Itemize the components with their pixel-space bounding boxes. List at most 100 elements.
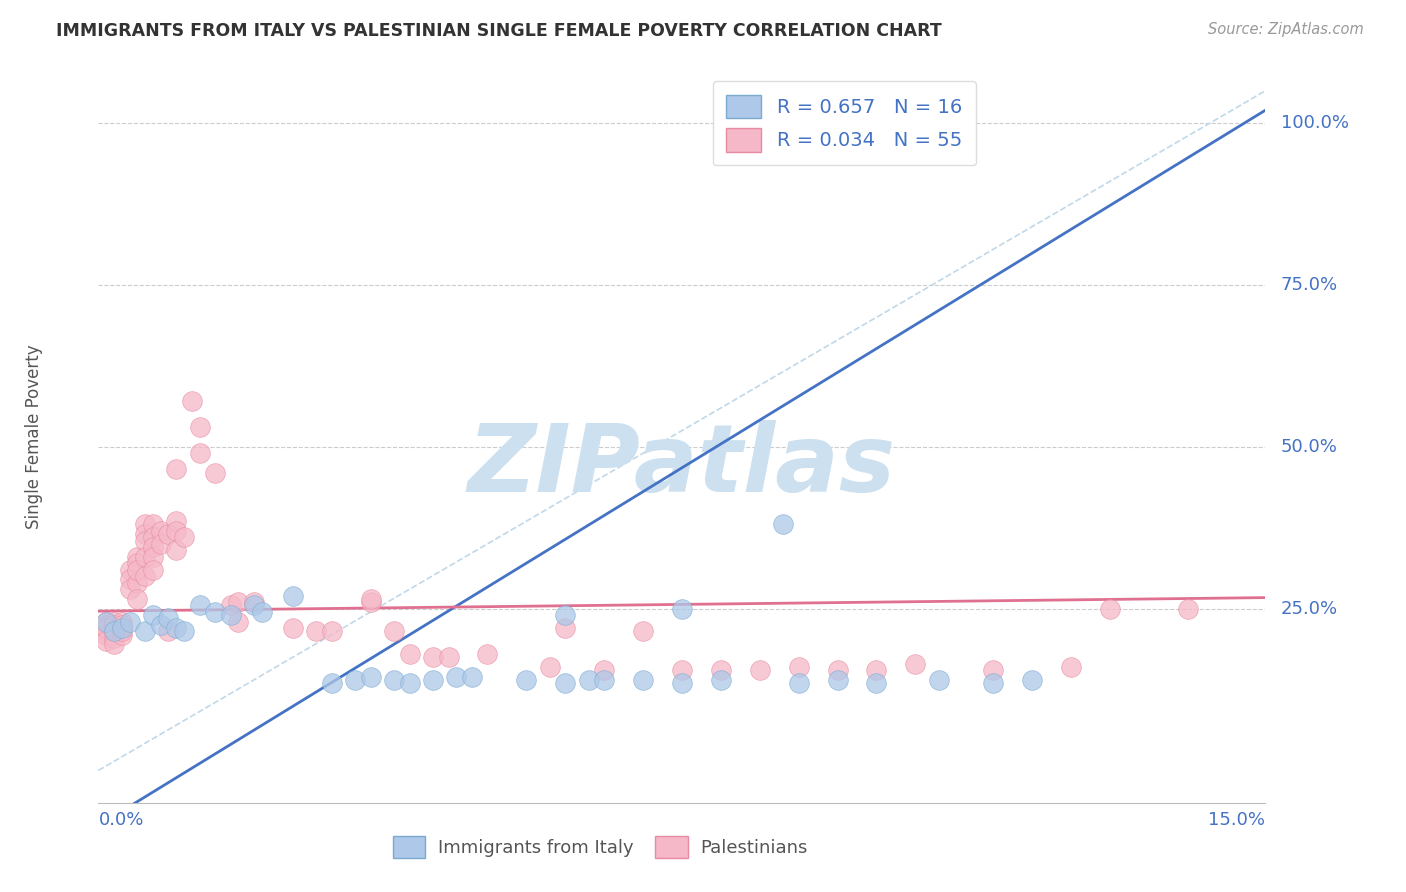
- Point: [96, 615, 118, 629]
- Point: [219, 599, 242, 613]
- Point: [157, 611, 180, 625]
- Point: [149, 537, 172, 551]
- Text: 50.0%: 50.0%: [1281, 438, 1339, 456]
- Point: [219, 608, 242, 623]
- Text: IMMIGRANTS FROM ITALY VS PALESTINIAN SINGLE FEMALE POVERTY CORRELATION CHART: IMMIGRANTS FROM ITALY VS PALESTINIAN SIN…: [56, 22, 942, 40]
- Point: [111, 621, 134, 635]
- Point: [204, 466, 226, 480]
- Point: [398, 676, 420, 690]
- Point: [188, 446, 211, 460]
- Point: [188, 599, 211, 613]
- Point: [165, 524, 187, 538]
- Point: [631, 624, 654, 639]
- Point: [631, 673, 654, 687]
- Point: [305, 624, 328, 639]
- Point: [103, 631, 125, 645]
- Point: [118, 615, 141, 629]
- Point: [134, 624, 156, 639]
- Point: [671, 676, 693, 690]
- Point: [111, 617, 134, 632]
- Point: [134, 549, 156, 564]
- Point: [578, 673, 600, 687]
- Point: [157, 624, 180, 639]
- Point: [118, 573, 141, 587]
- Text: Source: ZipAtlas.com: Source: ZipAtlas.com: [1208, 22, 1364, 37]
- Point: [96, 627, 118, 641]
- Point: [103, 615, 125, 629]
- Point: [360, 591, 382, 606]
- Point: [149, 617, 172, 632]
- Point: [103, 624, 125, 639]
- Point: [981, 676, 1004, 690]
- Point: [1021, 673, 1043, 687]
- Point: [772, 517, 794, 532]
- Legend: Immigrants from Italy, Palestinians: Immigrants from Italy, Palestinians: [384, 827, 817, 867]
- Point: [382, 624, 405, 639]
- Point: [142, 549, 165, 564]
- Point: [321, 624, 343, 639]
- Point: [134, 527, 156, 541]
- Point: [142, 540, 165, 554]
- Point: [671, 663, 693, 677]
- Point: [165, 543, 187, 558]
- Point: [134, 533, 156, 548]
- Point: [127, 563, 149, 577]
- Point: [981, 663, 1004, 677]
- Point: [554, 621, 576, 635]
- Point: [173, 624, 195, 639]
- Point: [827, 673, 849, 687]
- Point: [142, 530, 165, 544]
- Point: [127, 557, 149, 571]
- Point: [228, 595, 250, 609]
- Point: [118, 582, 141, 597]
- Point: [157, 527, 180, 541]
- Point: [1177, 601, 1199, 615]
- Point: [96, 624, 118, 639]
- Point: [928, 673, 950, 687]
- Point: [134, 569, 156, 583]
- Point: [904, 657, 927, 671]
- Point: [360, 595, 382, 609]
- Point: [127, 549, 149, 564]
- Point: [281, 589, 304, 603]
- Point: [321, 676, 343, 690]
- Point: [477, 647, 499, 661]
- Text: 75.0%: 75.0%: [1281, 276, 1339, 294]
- Point: [461, 669, 484, 683]
- Point: [188, 420, 211, 434]
- Point: [228, 615, 250, 629]
- Point: [96, 621, 118, 635]
- Point: [281, 621, 304, 635]
- Point: [538, 660, 561, 674]
- Point: [96, 615, 118, 629]
- Point: [118, 563, 141, 577]
- Point: [127, 591, 149, 606]
- Point: [437, 650, 460, 665]
- Point: [243, 599, 266, 613]
- Point: [554, 608, 576, 623]
- Point: [748, 663, 770, 677]
- Point: [943, 116, 966, 130]
- Point: [111, 615, 134, 629]
- Point: [422, 650, 444, 665]
- Point: [515, 673, 537, 687]
- Point: [554, 676, 576, 690]
- Point: [180, 394, 202, 409]
- Point: [593, 673, 616, 687]
- Point: [250, 605, 273, 619]
- Point: [149, 524, 172, 538]
- Text: 25.0%: 25.0%: [1281, 599, 1339, 617]
- Point: [787, 676, 810, 690]
- Point: [671, 601, 693, 615]
- Point: [344, 673, 367, 687]
- Point: [165, 621, 187, 635]
- Point: [710, 663, 733, 677]
- Point: [593, 663, 616, 677]
- Point: [142, 608, 165, 623]
- Point: [111, 627, 134, 641]
- Point: [142, 563, 165, 577]
- Point: [422, 673, 444, 687]
- Point: [243, 595, 266, 609]
- Point: [134, 517, 156, 532]
- Point: [865, 676, 887, 690]
